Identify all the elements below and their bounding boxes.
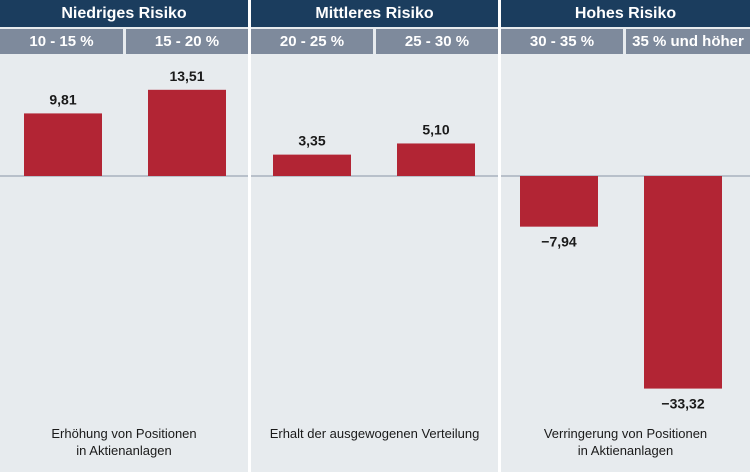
footer-line-2: in Aktienanlagen bbox=[76, 443, 172, 458]
bar bbox=[520, 176, 598, 227]
category-header-15-20: 15 - 20 % bbox=[126, 29, 248, 54]
footer-label-mittleres-risiko: Erhalt der ausgewogenen Verteilung bbox=[251, 425, 498, 442]
category-header-10-15: 10 - 15 % bbox=[0, 29, 123, 54]
bar bbox=[397, 143, 475, 176]
bar-value-label: 9,81 bbox=[49, 91, 76, 107]
panel-mittleres-risiko bbox=[251, 0, 498, 472]
footer-line-1: Erhalt der ausgewogenen Verteilung bbox=[269, 426, 480, 441]
bar-value-label: 3,35 bbox=[298, 133, 325, 149]
footer-line-1: Erhöhung von Positionen bbox=[51, 426, 197, 441]
group-header-mittleres-risiko: Mittleres Risiko bbox=[251, 0, 498, 27]
bar bbox=[24, 113, 102, 176]
panel-niedriges-risiko bbox=[0, 0, 248, 472]
bar bbox=[644, 176, 722, 389]
bar-value-label: 13,51 bbox=[169, 68, 204, 84]
bar-value-label: −7,94 bbox=[541, 234, 577, 250]
group-header-niedriges-risiko: Niedriges Risiko bbox=[0, 0, 248, 27]
footer-label-niedriges-risiko: Erhöhung von Positionen in Aktienanlagen bbox=[0, 425, 248, 459]
bar-value-label: 5,10 bbox=[422, 121, 449, 137]
footer-line-1: Verringerung von Positionen bbox=[543, 426, 708, 441]
footer-label-hohes-risiko: Verringerung von Positionen in Aktienanl… bbox=[501, 425, 750, 459]
category-header-20-25: 20 - 25 % bbox=[251, 29, 373, 54]
category-header-25-30: 25 - 30 % bbox=[376, 29, 498, 54]
category-header-30-35: 30 - 35 % bbox=[501, 29, 623, 54]
footer-line-2: in Aktienanlagen bbox=[577, 443, 674, 458]
bar bbox=[273, 154, 351, 176]
category-header-35-und-hoeher: 35 % und höher bbox=[626, 29, 750, 54]
bar bbox=[148, 89, 226, 176]
group-header-hohes-risiko: Hohes Risiko bbox=[501, 0, 750, 27]
bar-value-label: −33,32 bbox=[661, 396, 704, 412]
